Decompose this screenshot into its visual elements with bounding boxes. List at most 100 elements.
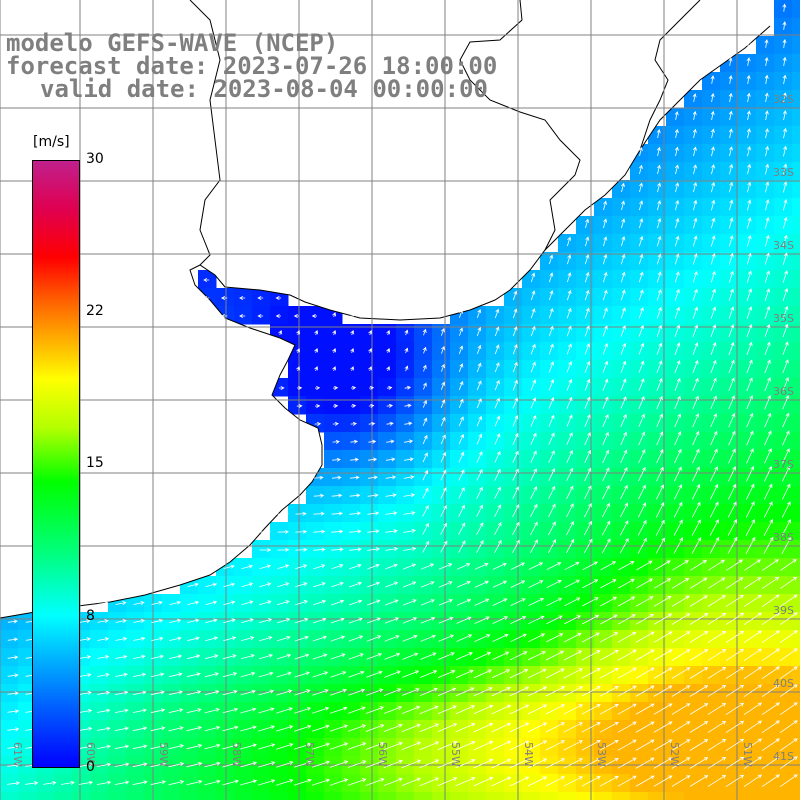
- wind-arrow: [707, 720, 727, 733]
- wind-cell: [792, 180, 800, 199]
- longitude-label: 55W: [449, 742, 462, 767]
- wind-arrow: [512, 432, 519, 445]
- wind-cell: [612, 540, 631, 559]
- wind-arrow: [761, 594, 780, 608]
- wind-cell: [324, 792, 343, 800]
- wind-arrow: [782, 288, 789, 301]
- wind-arrow: [168, 690, 184, 696]
- wind-cell: [270, 792, 289, 800]
- wind-arrow: [97, 619, 109, 624]
- wind-cell: [774, 90, 793, 109]
- wind-cell: [432, 774, 451, 793]
- wind-cell: [720, 72, 739, 91]
- wind-cell: [774, 144, 793, 163]
- wind-arrow: [653, 685, 673, 697]
- wind-arrow: [347, 724, 367, 732]
- wind-arrow: [491, 722, 512, 733]
- wind-arrow: [563, 650, 583, 661]
- wind-cell: [684, 504, 703, 523]
- wind-cell: [198, 576, 217, 595]
- wind-arrow: [441, 363, 445, 372]
- wind-arrow: [743, 594, 762, 607]
- wind-arrow: [620, 253, 626, 265]
- wind-cell: [774, 270, 793, 289]
- wind-arrow: [115, 672, 128, 677]
- wind-cell: [522, 666, 541, 685]
- wind-cell: [756, 486, 775, 505]
- wind-cell: [486, 468, 505, 487]
- wind-cell: [684, 324, 703, 343]
- wind-cell: [666, 612, 685, 631]
- wind-arrow: [422, 505, 429, 517]
- wind-arrow: [96, 762, 112, 767]
- wind-arrow: [765, 128, 769, 139]
- wind-cell: [324, 504, 343, 523]
- wind-arrow: [97, 601, 109, 606]
- wind-arrow: [530, 290, 536, 301]
- wind-cell: [774, 666, 793, 685]
- wind-cell: [756, 468, 775, 487]
- wind-cell: [684, 144, 703, 163]
- wind-arrow: [782, 305, 789, 319]
- wind-cell: [378, 612, 397, 631]
- wind-arrow: [764, 234, 770, 247]
- wind-cell: [126, 594, 145, 613]
- colorbar-tick-22: 22: [86, 303, 104, 319]
- wind-cell: [576, 396, 595, 415]
- wind-arrow: [313, 529, 326, 534]
- wind-arrow: [620, 289, 626, 301]
- wind-cell: [792, 720, 800, 739]
- wind-arrow: [745, 501, 755, 518]
- wind-cell: [630, 432, 649, 451]
- wind-cell: [540, 324, 559, 343]
- wind-cell: [630, 792, 649, 800]
- wind-cell: [540, 594, 559, 613]
- wind-cell: [180, 684, 199, 703]
- wind-arrow: [617, 632, 637, 643]
- wind-arrow: [438, 598, 454, 606]
- longitude-label: 53W: [595, 742, 608, 767]
- wind-cell: [306, 324, 325, 343]
- wind-cell: [522, 432, 541, 451]
- wind-cell: [468, 576, 487, 595]
- wind-arrow: [527, 740, 548, 751]
- wind-cell: [756, 198, 775, 217]
- wind-arrow: [7, 727, 20, 732]
- wind-cell: [36, 774, 55, 793]
- wind-arrow: [530, 486, 538, 499]
- wind-arrow: [693, 217, 698, 229]
- longitude-labels: 61W 60W 59W 58W 57W 56W 55W 54W 53W 52W 51W: [11, 742, 754, 767]
- wind-cell: [450, 342, 469, 361]
- wind-arrow: [584, 307, 590, 319]
- wind-cell: [684, 594, 703, 613]
- wind-cell: [666, 486, 685, 505]
- wind-arrow: [205, 582, 218, 587]
- wind-arrow: [674, 289, 680, 301]
- wind-cell: [774, 234, 793, 253]
- wind-arrow: [491, 776, 512, 787]
- wind-cell: [522, 648, 541, 667]
- wind-cell: [594, 234, 613, 253]
- wind-arrow: [548, 450, 555, 463]
- wind-arrow: [349, 475, 360, 480]
- wind-arrow: [332, 385, 339, 390]
- wind-cell: [720, 360, 739, 379]
- wind-arrow: [602, 307, 608, 319]
- wind-cell: [558, 342, 577, 361]
- wind-arrow: [512, 308, 518, 319]
- wind-arrow: [422, 469, 429, 481]
- wind-arrow: [692, 395, 699, 410]
- wind-arrow: [602, 485, 610, 500]
- wind-cell: [720, 378, 739, 397]
- wind-arrow: [455, 722, 476, 733]
- wind-cell: [612, 792, 631, 800]
- wind-arrow: [275, 295, 282, 301]
- wind-cell: [414, 468, 433, 487]
- wind-arrow: [312, 635, 327, 642]
- wind-arrow: [294, 653, 310, 660]
- wind-cell: [522, 792, 541, 800]
- wind-arrow: [710, 324, 717, 337]
- wind-arrow: [762, 559, 779, 571]
- wind-arrow: [689, 685, 709, 697]
- wind-cell: [738, 162, 757, 181]
